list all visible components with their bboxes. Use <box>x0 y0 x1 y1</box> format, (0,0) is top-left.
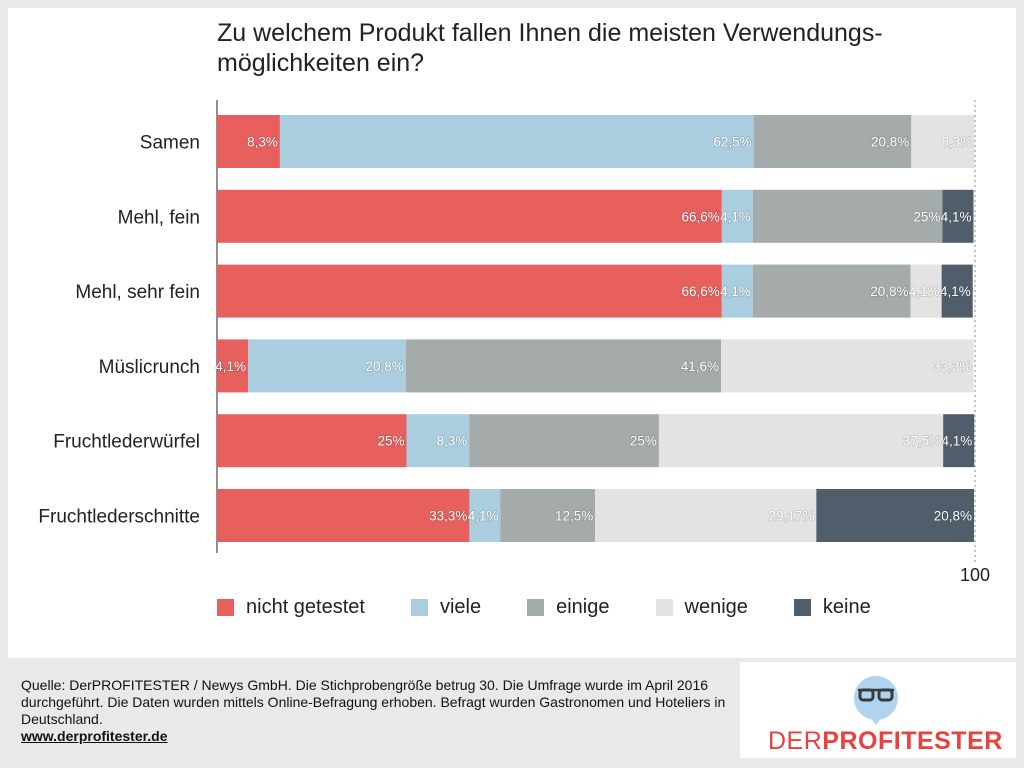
bar-segment <box>279 115 754 168</box>
bar-segment <box>753 115 912 168</box>
legend-label: wenige <box>684 596 748 618</box>
bar-segment <box>248 339 406 393</box>
data-label: 37,5% <box>903 434 941 449</box>
bar-segment <box>595 489 817 542</box>
bar-segment <box>217 489 470 542</box>
title-line: möglichkeiten ein? <box>217 49 425 77</box>
legend-label: viele <box>439 596 482 618</box>
data-label: 66,6% <box>682 284 720 299</box>
bar-segment <box>943 414 975 468</box>
data-label: 25% <box>913 209 940 224</box>
bar-segment <box>752 189 943 243</box>
bar-segment <box>217 339 249 393</box>
legend-item: einige <box>527 596 610 619</box>
bar-segment <box>217 189 722 243</box>
data-label: 25% <box>630 434 657 449</box>
bar-segment <box>816 489 975 542</box>
logo: DERPROFITESTER <box>740 662 1016 758</box>
data-label: 20,8% <box>365 359 403 374</box>
bar-segment <box>752 264 911 318</box>
bar-segment <box>405 339 722 393</box>
legend: nicht getestet viele einige wenige keine <box>217 596 917 619</box>
data-label: 4,1% <box>720 284 751 299</box>
logo-text: DERPROFITESTER <box>768 727 1003 755</box>
bar-segment <box>721 264 753 318</box>
source-text: Quelle: DerPROFITESTER / Newys GmbH. Die… <box>21 677 726 727</box>
data-label: 29,17% <box>769 509 815 524</box>
data-label: 62,5% <box>713 135 751 150</box>
data-label: 4,1% <box>215 359 246 374</box>
chart-title: Zu welchem Produkt fallen Ihnen die meis… <box>217 18 937 78</box>
bar-segment <box>658 414 944 468</box>
legend-swatch <box>655 599 673 616</box>
footer: Quelle: DerPROFITESTER / Newys GmbH. Die… <box>8 660 738 760</box>
bar-segment <box>217 264 722 318</box>
data-label: 4,1% <box>940 284 971 299</box>
data-label: 20,8% <box>934 509 972 524</box>
legend-swatch <box>793 599 811 616</box>
category-label: Mehl, sehr fein <box>75 282 200 303</box>
title-line: Zu welchem Produkt fallen Ihnen die meis… <box>217 19 883 47</box>
data-label: 4,1% <box>941 434 972 449</box>
legend-label: nicht getestet <box>246 596 365 618</box>
legend-label: keine <box>822 596 871 618</box>
glasses-speech-bubble-icon <box>854 676 898 725</box>
data-label: 8,3% <box>941 135 972 150</box>
bar-segment <box>406 414 470 468</box>
data-label: 8,3% <box>247 135 278 150</box>
category-label: Fruchtlederschnitte <box>38 507 200 528</box>
bar-segment <box>217 115 280 168</box>
data-label: 66,6% <box>682 209 720 224</box>
bar-segment <box>942 189 974 243</box>
legend-item: wenige <box>655 596 748 619</box>
category-label: Mehl, fein <box>118 207 200 228</box>
legend-swatch <box>410 599 428 616</box>
bar-segment <box>721 339 974 393</box>
bar-segment <box>469 414 659 468</box>
x-tick-label: 100 <box>960 565 990 585</box>
bar-segment <box>500 489 596 542</box>
data-label: 20,8% <box>871 135 909 150</box>
data-label: 12,5% <box>555 509 593 524</box>
legend-item: viele <box>410 596 482 619</box>
legend-swatch <box>217 599 234 616</box>
data-label: 4,1% <box>468 509 499 524</box>
legend-swatch <box>527 599 545 616</box>
data-label: 33,3% <box>429 509 467 524</box>
data-label: 25% <box>377 434 404 449</box>
bar-segment <box>721 189 753 243</box>
legend-item: nicht getestet <box>217 596 365 619</box>
legend-label: einige <box>556 596 610 618</box>
bar-segment <box>911 115 975 168</box>
bar-segment <box>941 264 973 318</box>
data-label: 20,8% <box>870 284 908 299</box>
category-label: Samen <box>140 133 200 154</box>
data-label: 4,1% <box>909 284 940 299</box>
website-link[interactable]: www.derprofitester.de <box>21 728 168 744</box>
bar-segment <box>217 414 407 468</box>
bar-segment <box>910 264 942 318</box>
data-label: 41,6% <box>681 359 719 374</box>
legend-item: keine <box>793 596 871 619</box>
data-label: 4,1% <box>720 209 751 224</box>
data-label: 33,3% <box>933 359 971 374</box>
category-label: Fruchtlederwürfel <box>53 432 200 453</box>
category-label: Müslicrunch <box>99 357 200 378</box>
data-label: 8,3% <box>437 434 468 449</box>
bar-segment <box>469 489 501 542</box>
data-label: 4,1% <box>941 209 972 224</box>
bar-chart: 100 Samen 8,3% 62,5% 20,8% 8,3% Mehl, fein 66,6… <box>38 100 990 585</box>
